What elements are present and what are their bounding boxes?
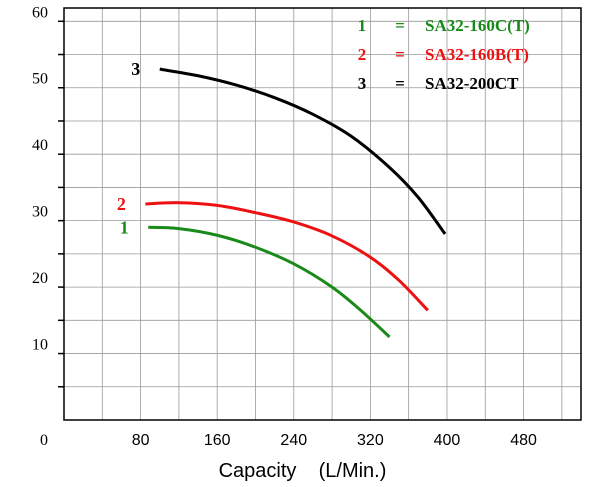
- legend-name: SA32-160B(T): [425, 45, 529, 64]
- x-tick-label: 240: [280, 432, 307, 449]
- y-tick-label: 10: [32, 337, 48, 354]
- legend-number: 2: [358, 45, 367, 64]
- plot-frame: [63, 7, 582, 421]
- y-axis-ticks: 10 20 30 40 50 60: [32, 4, 64, 388]
- legend-entry-2: 2 = SA32-160B(T): [358, 45, 529, 64]
- legend-name: SA32-160C(T): [425, 16, 530, 35]
- x-tick-label: 400: [434, 432, 461, 449]
- curves: 1 2 3: [117, 59, 447, 339]
- x-axis-ticks: 80 160 240 320 400 480: [132, 432, 537, 449]
- legend-entry-3: 3 = SA32-200CT: [358, 74, 519, 93]
- y-tick-label: 50: [32, 71, 48, 88]
- x-tick-label: 160: [204, 432, 231, 449]
- x-axis-label: Capacity (L/Min.): [219, 460, 387, 482]
- curve-label-1: 1: [120, 217, 129, 237]
- origin-label: 0: [40, 432, 48, 449]
- curve-1: [148, 225, 391, 339]
- legend-number: 3: [358, 74, 367, 93]
- y-tick-label: 30: [32, 204, 48, 221]
- curve-3: [159, 67, 447, 235]
- legend-name: SA32-200CT: [425, 74, 519, 93]
- legend-equals: =: [395, 74, 405, 93]
- y-tick-label: 20: [32, 270, 48, 287]
- grid: [64, 8, 581, 420]
- legend-number: 1: [358, 16, 367, 35]
- x-tick-label: 80: [132, 432, 150, 449]
- legend-equals: =: [395, 16, 405, 35]
- y-tick-label: 60: [32, 4, 48, 21]
- legend-entry-1: 1 = SA32-160C(T): [358, 16, 530, 35]
- legend: 1 = SA32-160C(T) 2 = SA32-160B(T) 3 = SA32-200CT: [358, 16, 530, 93]
- x-tick-label: 320: [357, 432, 384, 449]
- legend-equals: =: [395, 45, 405, 64]
- curve-2: [145, 201, 429, 312]
- curve-label-2: 2: [117, 194, 126, 214]
- y-tick-label: 40: [32, 137, 48, 154]
- curve-label-3: 3: [131, 59, 140, 79]
- x-tick-label: 480: [510, 432, 537, 449]
